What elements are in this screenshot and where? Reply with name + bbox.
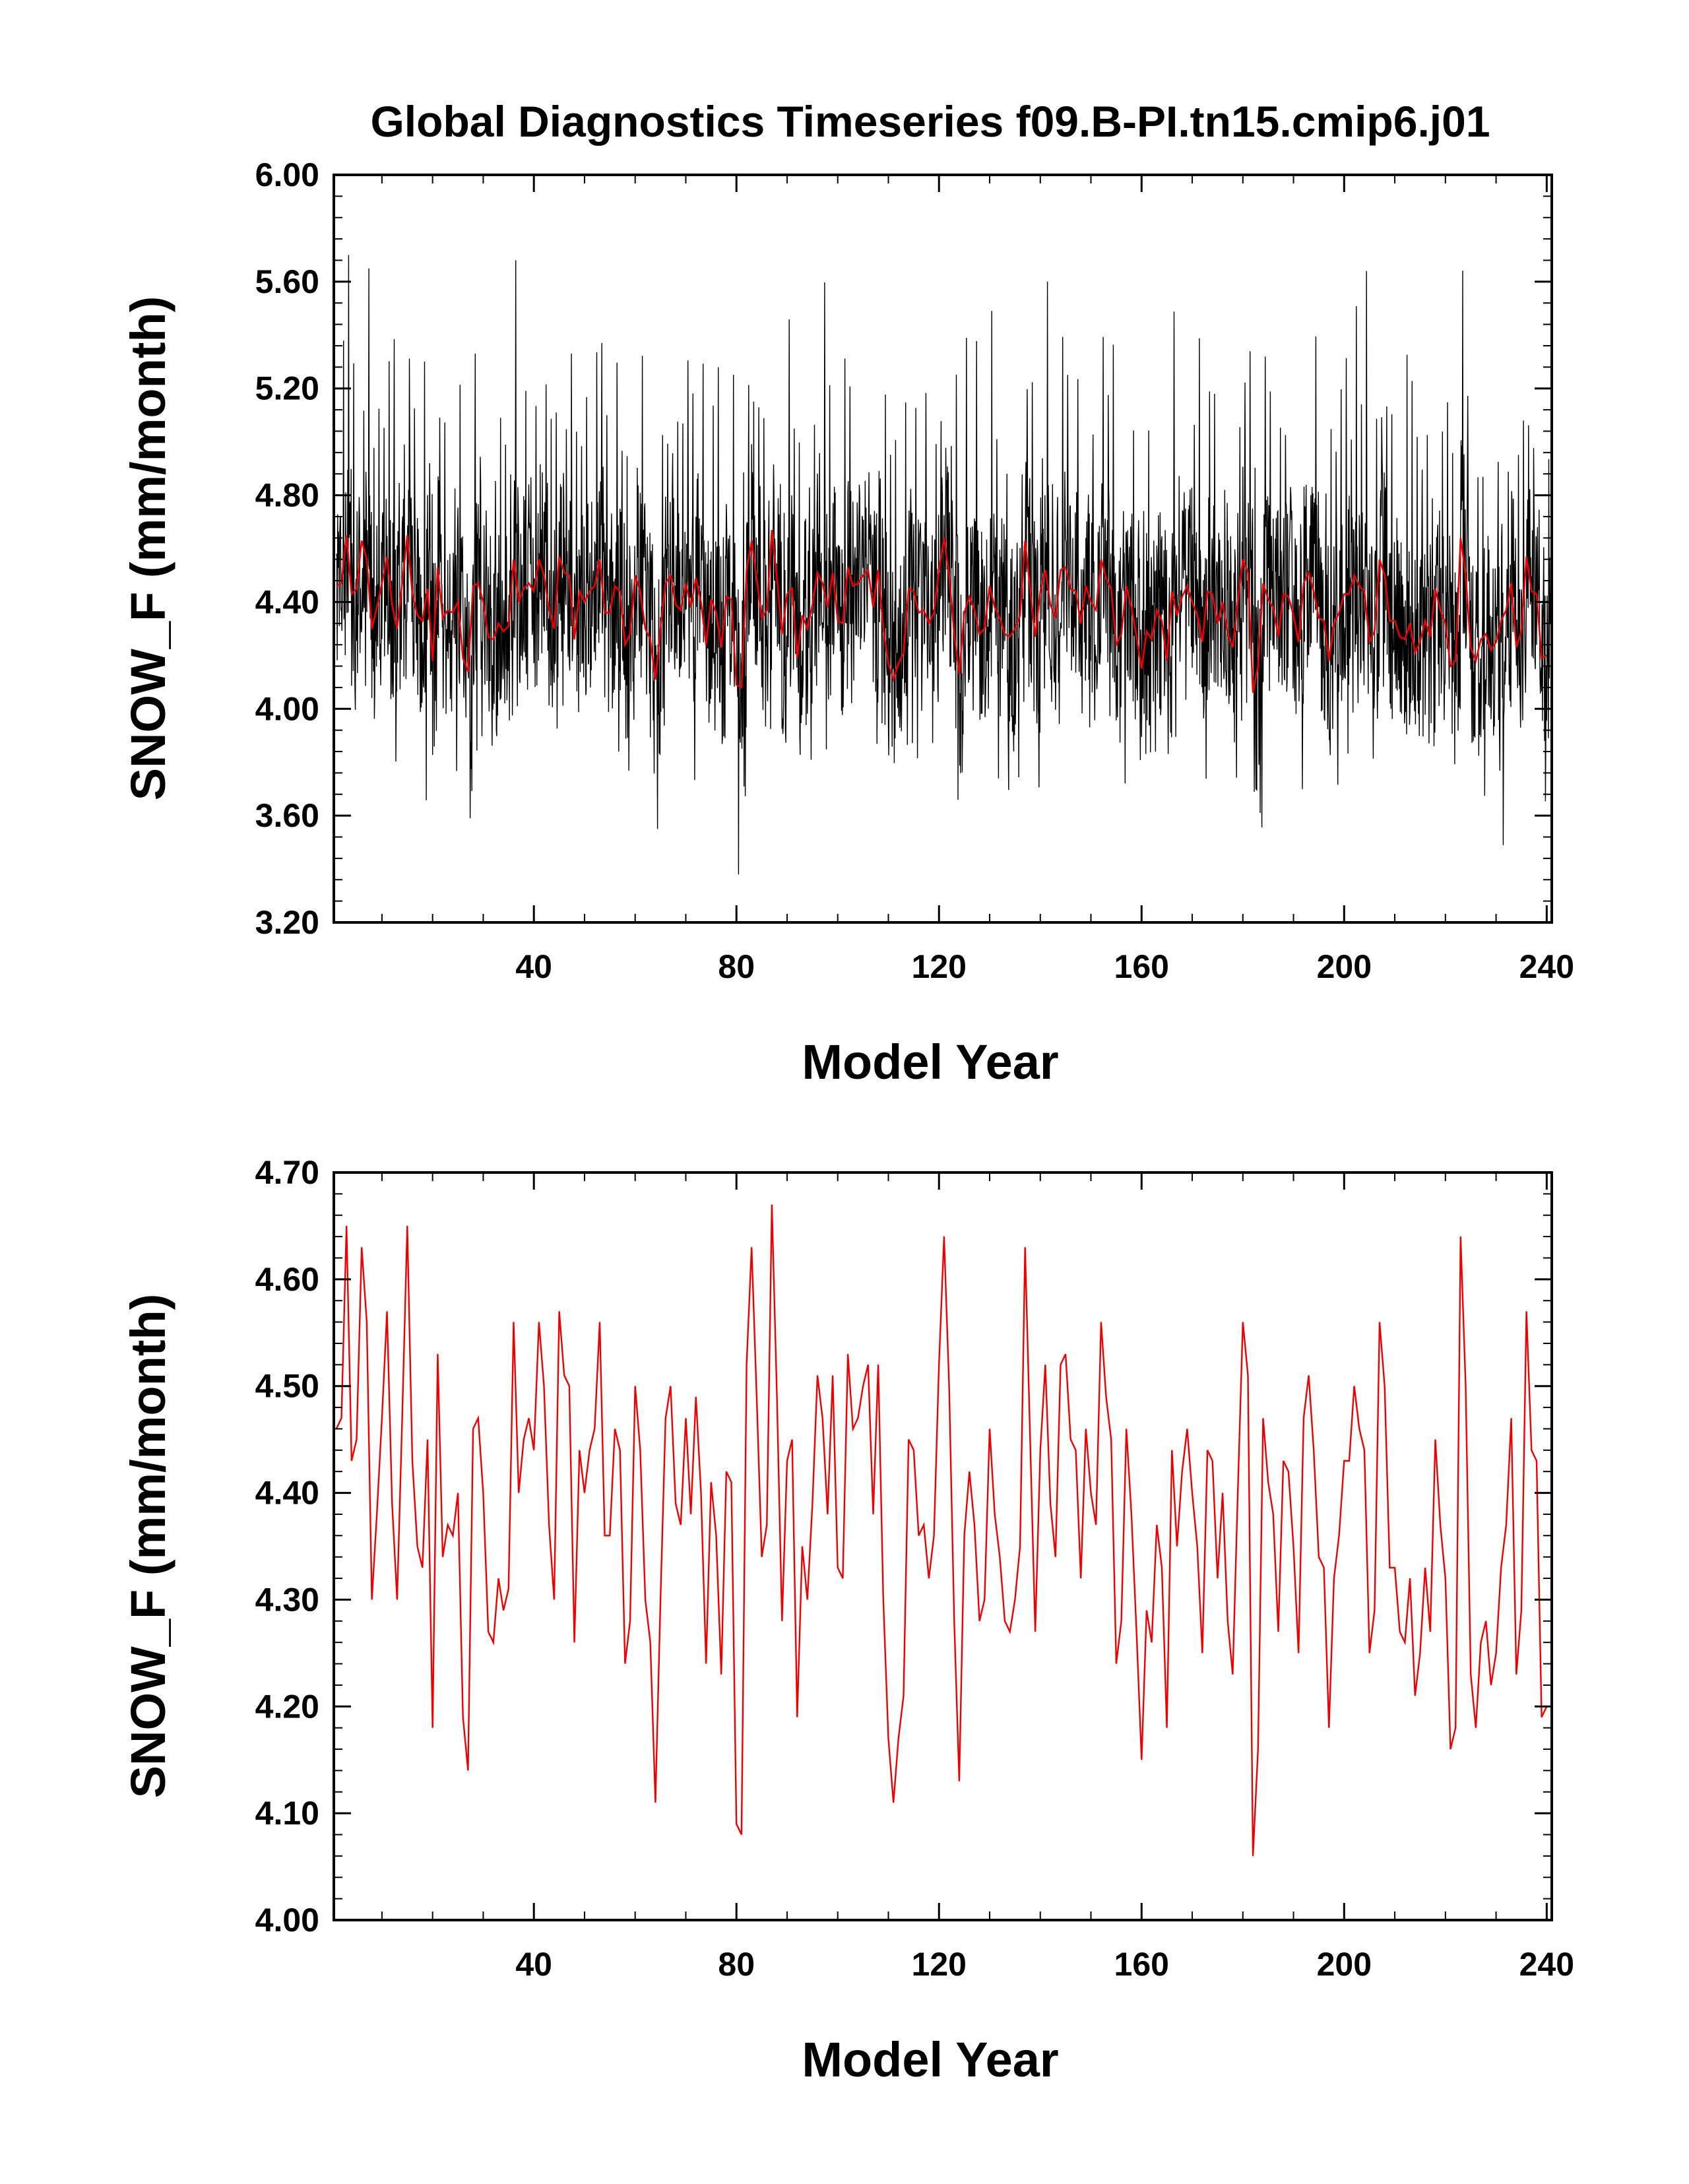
- x-tick-label: 40: [515, 1946, 552, 1983]
- annual-mean-series-bottom: [335, 1204, 1548, 1856]
- chart-title: Global Diagnostics Timeseries f09.B-PI.t…: [370, 97, 1490, 146]
- y-tick-label: 4.30: [255, 1581, 319, 1618]
- x-tick-label: 160: [1114, 948, 1169, 985]
- annual-mean-line: [336, 530, 1547, 693]
- monthly-series: [336, 255, 1552, 875]
- y-tick-label: 4.60: [255, 1261, 319, 1298]
- y-tick-label: 3.60: [255, 797, 319, 834]
- bottom-y-axis-label: SNOW_F (mm/month): [121, 1294, 175, 1799]
- x-tick-label: 200: [1317, 948, 1372, 985]
- annual-mean-series-top: [336, 530, 1547, 693]
- y-tick-label: 4.10: [255, 1795, 319, 1832]
- x-tick-label: 160: [1114, 1946, 1169, 1983]
- x-tick-label: 240: [1519, 1946, 1574, 1983]
- top-y-axis-label: SNOW_F (mm/month): [121, 296, 175, 801]
- y-tick-label: 4.70: [255, 1154, 319, 1191]
- x-tick-label: 80: [718, 948, 755, 985]
- y-tick-label: 6.00: [255, 156, 319, 193]
- y-tick-label: 4.50: [255, 1368, 319, 1405]
- top-panel: 3.20 3.60 4.00 4.40 4.80 5.20 5.60 6.00 40 80 120…: [121, 156, 1574, 1089]
- y-tick-label: 4.40: [255, 583, 319, 620]
- bottom-plot-frame: [333, 1171, 1553, 1921]
- y-tick-label: 5.20: [255, 370, 319, 407]
- y-tick-label: 4.00: [255, 1902, 319, 1939]
- bottom-panel: 4.00 4.10 4.20 4.30 4.40 4.50 4.60 4.70 40 80 120…: [121, 1154, 1574, 2087]
- y-tick-label: 4.80: [255, 477, 319, 514]
- y-tick-label: 4.20: [255, 1688, 319, 1725]
- x-tick-label: 240: [1519, 948, 1574, 985]
- annual-mean-line: [335, 1204, 1548, 1856]
- top-plot-frame: [333, 174, 1553, 924]
- x-tick-label: 120: [912, 948, 967, 985]
- y-tick-label: 5.60: [255, 263, 319, 300]
- bottom-x-axis-label: Model Year: [802, 2032, 1058, 2087]
- x-tick-label: 40: [515, 948, 552, 985]
- x-tick-label: 80: [718, 1946, 755, 1983]
- top-x-axis-label: Model Year: [802, 1035, 1058, 1089]
- x-tick-label: 200: [1317, 1946, 1372, 1983]
- y-tick-label: 4.40: [255, 1475, 319, 1512]
- monthly-line: [336, 255, 1552, 875]
- x-tick-label: 120: [912, 1946, 967, 1983]
- y-tick-label: 4.00: [255, 690, 319, 727]
- y-tick-label: 3.20: [255, 904, 319, 941]
